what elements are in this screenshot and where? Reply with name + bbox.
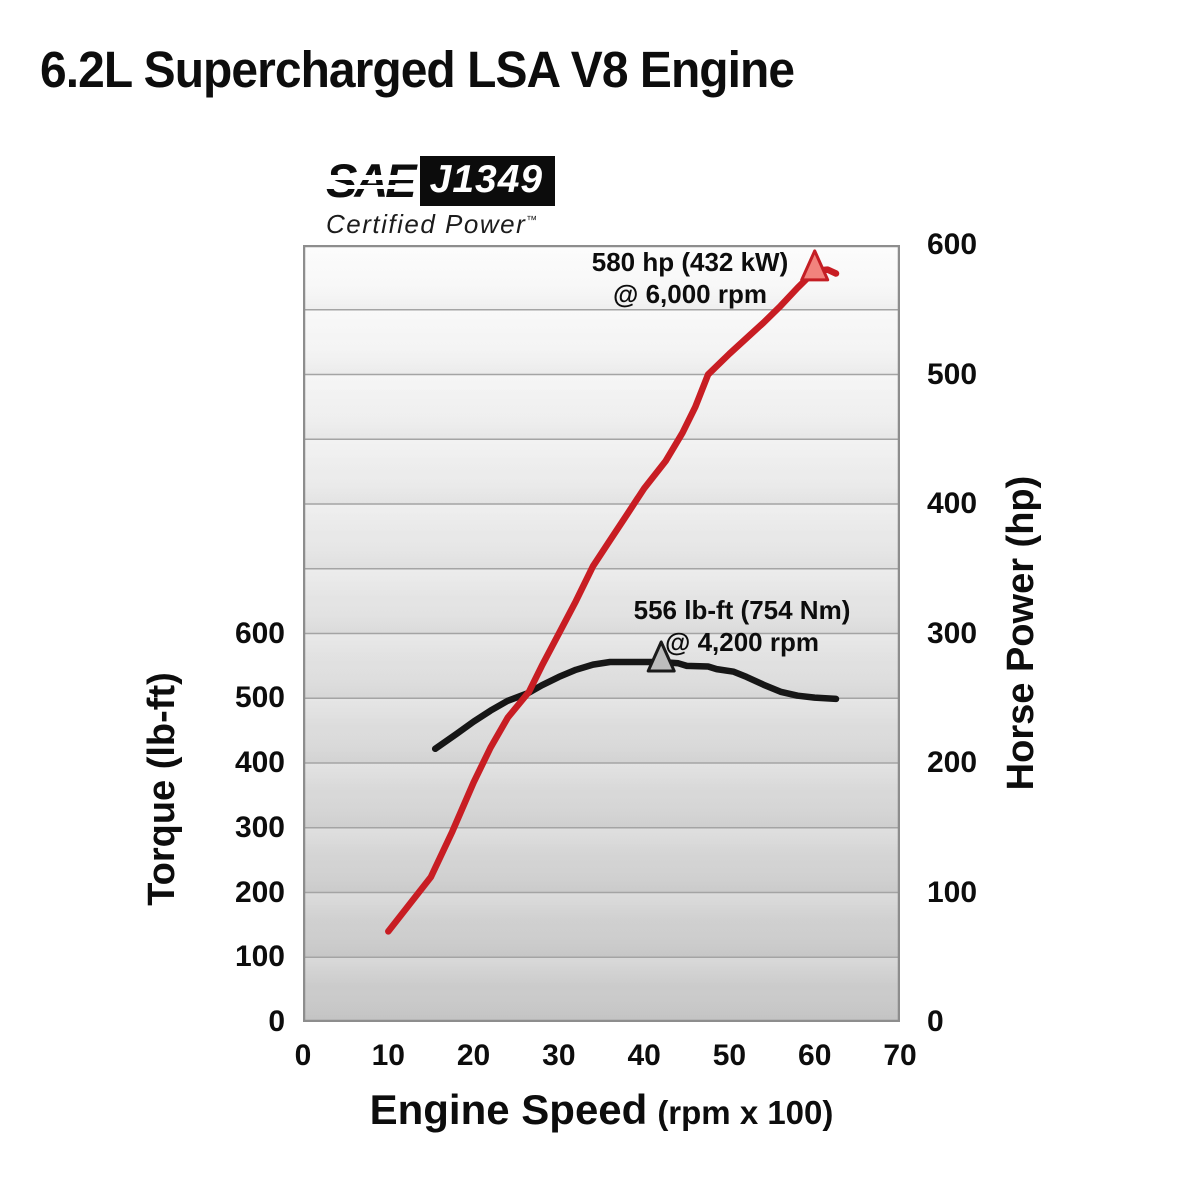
hp-peak-line1: 580 hp (432 kW) <box>591 247 789 277</box>
hp-peak-line2: @ 6,000 rpm <box>613 279 767 309</box>
sae-subtitle: Certified Power™ <box>326 209 539 239</box>
sae-logo-stripe <box>323 175 420 180</box>
tick-label: 400 <box>927 487 978 520</box>
tick-label: 600 <box>927 228 978 261</box>
torque-axis-tick-labels: 0 100 200 300 400 500 600 <box>170 245 285 1039</box>
sae-logo-stripe <box>323 185 420 189</box>
tick-label: 50 <box>712 1039 747 1072</box>
tick-label: 0 <box>268 1005 285 1038</box>
sae-standard-box: J1349 <box>419 156 556 206</box>
hp-axis-title: Horse Power (hp) <box>1000 475 1042 791</box>
chart-canvas <box>303 245 900 1022</box>
plot-area <box>303 245 900 1022</box>
tick-label: 500 <box>927 357 978 391</box>
sae-certified-power-badge: SAE J1349 Certified Power™ <box>323 154 556 240</box>
rpm-axis-tick-labels: 0 10 20 30 40 50 60 70 <box>295 1038 917 1078</box>
torque-peak-annotation: 556 lb-ft (754 Nm) @ 4,200 rpm <box>562 594 922 658</box>
tick-label: 70 <box>883 1039 917 1072</box>
tick-label: 0 <box>927 1005 944 1038</box>
tick-label: 200 <box>234 875 285 909</box>
x-axis-title-units: (rpm x 100) <box>657 1094 834 1131</box>
tick-label: 100 <box>927 875 978 909</box>
tick-label: 300 <box>234 810 285 844</box>
tick-label: 10 <box>371 1039 405 1072</box>
torque-peak-line1: 556 lb-ft (754 Nm) <box>633 595 851 625</box>
tick-label: 0 <box>294 1039 312 1072</box>
hp-peak-annotation: 580 hp (432 kW) @ 6,000 rpm <box>510 246 870 310</box>
tick-label: 300 <box>927 616 978 650</box>
tick-label: 30 <box>542 1039 576 1072</box>
tick-label: 400 <box>234 746 285 779</box>
tick-label: 200 <box>927 746 978 779</box>
tick-label: 600 <box>234 616 285 650</box>
trademark-symbol: ™ <box>526 214 539 227</box>
sae-logo: SAE <box>323 154 420 207</box>
page-title: 6.2L Supercharged LSA V8 Engine <box>40 41 795 98</box>
tick-label: 100 <box>234 940 285 974</box>
sae-logo-text: SAE <box>326 154 417 207</box>
sae-standard-number: J1349 <box>429 158 544 201</box>
hp-axis-tick-labels: 0 100 200 300 400 500 600 <box>927 228 1037 1038</box>
torque-axis-title: Torque (lb-ft) <box>141 672 183 906</box>
tick-label: 500 <box>234 681 285 715</box>
sae-badge-row: SAE J1349 <box>323 154 556 207</box>
tick-label: 20 <box>456 1039 491 1072</box>
x-axis-title: Engine Speed (rpm x 100) <box>303 1086 900 1134</box>
tick-label: 40 <box>627 1039 661 1072</box>
tick-label: 60 <box>798 1039 832 1072</box>
x-axis-title-main: Engine Speed <box>369 1086 648 1133</box>
torque-peak-line2: @ 4,200 rpm <box>665 627 819 657</box>
